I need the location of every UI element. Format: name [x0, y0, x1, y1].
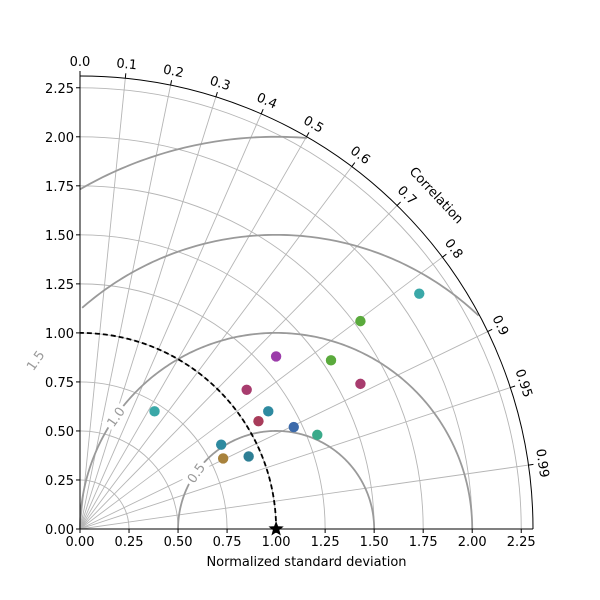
y-tick-label: 2.00: [45, 131, 74, 146]
data-point: [149, 406, 160, 417]
y-tick-label: 1.25: [45, 278, 74, 293]
rmse-label-bg: [181, 457, 210, 489]
y-tick-label: 2.25: [45, 82, 74, 97]
reference-std-arc: [79, 331, 278, 530]
y-tick-label: 0.75: [45, 376, 74, 391]
data-point: [355, 378, 366, 390]
data-point: [325, 355, 337, 366]
correlation-tick-mark: [215, 91, 218, 98]
data-point: [243, 451, 254, 462]
correlation-tick-label: 0.1: [116, 56, 138, 73]
x-tick-label: 0.00: [66, 535, 95, 550]
reference-std-arc: [79, 331, 278, 530]
data-points: [149, 288, 425, 536]
correlation-gridline: [79, 136, 307, 530]
correlation-gridline: [79, 387, 511, 530]
correlation-tick-mark: [170, 80, 173, 86]
plot-frame: [79, 75, 534, 530]
x-tick-label: 2.25: [507, 535, 536, 550]
correlation-gridline: [79, 331, 488, 530]
correlation-gridline: [79, 78, 126, 530]
x-tick-label: 2.00: [458, 535, 487, 550]
correlation-gridline: [79, 166, 353, 530]
correlation-tick-mark: [306, 132, 310, 137]
correlation-tick-label: 0.6: [347, 144, 373, 168]
data-point: [270, 351, 282, 362]
outer-arc: [79, 75, 534, 530]
data-point: [263, 406, 274, 417]
correlation-tick-mark: [528, 463, 534, 466]
x-tick-label: 1.25: [311, 535, 340, 550]
rmse-contour-line: [79, 331, 474, 529]
data-point: [414, 288, 425, 299]
x-tick-label: 1.75: [409, 535, 438, 550]
rmse-contour-line: [79, 135, 307, 191]
std-gridline: [79, 185, 424, 530]
correlation-tick-label: 0.4: [254, 90, 279, 112]
correlation-tick-label: 0.2: [162, 63, 185, 82]
data-point: [215, 439, 227, 450]
y-tick-label: 0.25: [45, 474, 74, 489]
correlation-tick-label: 0.95: [512, 367, 535, 399]
data-point: [241, 384, 252, 395]
correlation-tick-mark: [124, 73, 127, 79]
x-axis-title: Normalized standard deviation: [206, 555, 406, 570]
correlation-tick-label: 0.9: [489, 313, 512, 338]
y-tick-label: 0.50: [45, 425, 74, 440]
std-gridline: [79, 381, 228, 530]
std-gridline: [79, 283, 326, 530]
rmse-label-bg: [101, 401, 130, 432]
correlation-tick-mark: [510, 385, 516, 389]
data-point: [355, 315, 366, 327]
std-gridline: [79, 479, 130, 530]
std-gridline: [79, 136, 473, 530]
data-point: [312, 429, 323, 441]
data-point: [217, 453, 229, 464]
correlation-gridline: [79, 85, 172, 530]
rmse-contour-line: [81, 233, 480, 317]
data-point: [253, 415, 264, 427]
correlation-tick-label: 0.0: [70, 55, 91, 70]
correlation-grid: [79, 78, 529, 530]
x-tick-label: 1.50: [360, 535, 389, 550]
correlation-tick-label: 0.3: [208, 74, 232, 95]
reference-star-marker: [268, 521, 284, 536]
correlation-tick-mark: [260, 109, 264, 115]
correlation-gridline: [79, 96, 217, 530]
y-tick-label: 1.50: [45, 229, 74, 244]
correlation-gridline: [79, 464, 529, 530]
correlation-tick-mark: [442, 253, 447, 258]
data-point: [288, 421, 299, 433]
axis-ticks: 0.000.00 0.25 0.25 0.50 0.50 0.75 0.75 1.00 1.00…: [45, 55, 551, 550]
rmse-label-bg: [21, 345, 50, 376]
x-tick-label: 0.50: [164, 535, 193, 550]
correlation-tick-mark: [487, 328, 493, 332]
std-gridline: [79, 234, 375, 530]
y-tick-label: 1.00: [45, 327, 74, 342]
std-gridline: [79, 430, 179, 530]
y-tick-label: 0.00: [45, 523, 74, 538]
correlation-tick-mark: [351, 162, 356, 167]
y-tick-label: 1.75: [45, 180, 74, 195]
std-gridline: [79, 87, 522, 530]
x-tick-label: 0.25: [115, 535, 144, 550]
correlation-gridline: [79, 205, 398, 530]
correlation-tick-mark: [396, 201, 401, 206]
correlation-gridline: [79, 256, 443, 530]
x-tick-label: 1.00: [262, 535, 291, 550]
rmse-contour-line: [177, 430, 376, 529]
correlation-tick-label: 0.8: [441, 236, 465, 262]
correlation-tick-label: 0.5: [301, 113, 326, 136]
x-tick-label: 0.75: [213, 535, 242, 550]
correlation-gridline: [79, 113, 262, 530]
correlation-tick-label: 0.99: [532, 448, 551, 479]
